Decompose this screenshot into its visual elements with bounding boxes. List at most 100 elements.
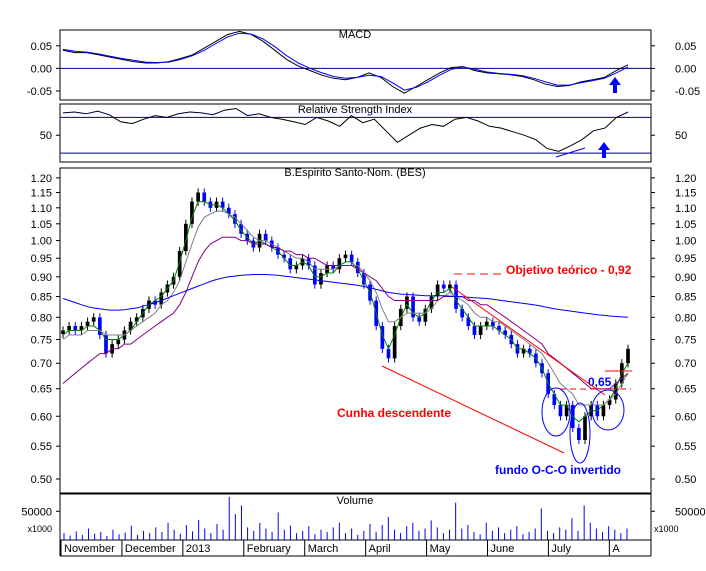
price-candle-body bbox=[429, 296, 434, 309]
price-tick-label-right: 0.95 bbox=[675, 253, 696, 265]
price-tick-label-left: 1.00 bbox=[31, 236, 52, 248]
price-candle-body bbox=[380, 326, 385, 349]
price-candle-body bbox=[613, 383, 618, 400]
price-panel-frame bbox=[59, 167, 652, 494]
price-candle-body bbox=[392, 326, 397, 359]
price-candle-body bbox=[448, 284, 452, 289]
price-candle-body bbox=[61, 330, 65, 334]
price-candle-body bbox=[417, 317, 422, 322]
price-tick-label-right: 0.90 bbox=[675, 272, 696, 284]
price-candle-body bbox=[478, 326, 483, 335]
right-shoulder-ellipse bbox=[591, 389, 625, 431]
price-candle-body bbox=[484, 321, 489, 327]
price-candle-body bbox=[263, 233, 268, 241]
price-tick-label-left: 1.10 bbox=[31, 203, 52, 215]
x-axis-month-label: February bbox=[247, 543, 292, 555]
price-tick-label-right: 1.15 bbox=[675, 188, 696, 200]
price-candle-body bbox=[220, 201, 225, 208]
wedge-lower-line bbox=[381, 365, 565, 454]
price-candle-body bbox=[196, 192, 200, 202]
rsi-up-arrow-icon bbox=[598, 142, 610, 158]
rsi-panel-frame bbox=[59, 103, 652, 163]
price-tick-label-right: 1.20 bbox=[675, 173, 696, 185]
rsi-line bbox=[62, 107, 629, 152]
price-tick-label-right: 0.80 bbox=[675, 312, 696, 324]
price-candle-body bbox=[607, 399, 612, 405]
price-candle-body bbox=[233, 214, 237, 224]
price-candle-body bbox=[159, 292, 164, 305]
x-axis-month-label: May bbox=[430, 543, 451, 555]
rsi-panel-title: Relative Strength Index bbox=[298, 104, 413, 116]
wedge-upper-line bbox=[451, 286, 606, 396]
price-tick-label-left: 0.50 bbox=[31, 474, 52, 486]
rsi-tick-label-right: 50 bbox=[675, 130, 687, 142]
price-candle-body bbox=[73, 326, 78, 331]
volume-multiplier-right: x1000 bbox=[654, 524, 679, 534]
price-candle-body bbox=[319, 273, 323, 285]
price-tick-label-left: 1.05 bbox=[31, 219, 52, 231]
price-candle-body bbox=[386, 348, 391, 359]
x-axis-month-label: 2013 bbox=[186, 543, 210, 555]
price-candle-body bbox=[337, 258, 342, 270]
macd-tick-label-left: 0.00 bbox=[31, 63, 52, 75]
x-axis-month-label: July bbox=[551, 543, 571, 555]
price-candle-body bbox=[79, 326, 84, 331]
price-tick-label-right: 1.05 bbox=[675, 219, 696, 231]
price-tick-label-left: 0.95 bbox=[31, 253, 52, 265]
price-candle-body bbox=[288, 258, 293, 270]
price-tick-label-right: 0.65 bbox=[675, 384, 696, 396]
vol-panel-frame bbox=[59, 493, 652, 541]
x-axis-month-label: June bbox=[490, 543, 514, 555]
price-tick-label-left: 0.55 bbox=[31, 441, 52, 453]
macd-tick-label-right: 0.00 bbox=[675, 63, 696, 75]
price-candle-body bbox=[558, 404, 563, 417]
price-candle-body bbox=[527, 348, 532, 354]
price-candle-body bbox=[564, 404, 569, 417]
price-candle-body bbox=[202, 192, 207, 202]
pattern-annotation: fundo O-C-O invertido bbox=[495, 463, 621, 477]
price-candle-body bbox=[423, 308, 428, 322]
head-ellipse bbox=[569, 402, 591, 464]
price-candle-body bbox=[583, 416, 587, 440]
price-candle-body bbox=[331, 265, 336, 270]
macd-panel-frame bbox=[59, 29, 652, 101]
price-candle-body bbox=[491, 321, 495, 327]
sma-short-line bbox=[62, 201, 629, 423]
macd-tick-label-left: 0.05 bbox=[31, 41, 52, 53]
rsi-divergence-line bbox=[555, 147, 586, 158]
price-candle-body bbox=[98, 317, 102, 335]
price-candle-body bbox=[497, 326, 501, 331]
x-axis-month-label: December bbox=[125, 543, 176, 555]
price-candle-body bbox=[411, 296, 415, 318]
price-candle-body bbox=[67, 326, 71, 331]
price-candle-body bbox=[441, 284, 446, 289]
sma-long-line bbox=[62, 236, 629, 390]
price-tick-label-right: 0.60 bbox=[675, 411, 696, 423]
price-tick-label-left: 0.65 bbox=[31, 384, 52, 396]
price-tick-label-left: 0.70 bbox=[31, 358, 52, 370]
price-tick-label-right: 0.85 bbox=[675, 291, 696, 303]
x-axis-month-label: A bbox=[612, 543, 620, 555]
price-candle-body bbox=[183, 223, 188, 252]
price-candle-body bbox=[91, 317, 96, 322]
macd-tick-label-right: -0.05 bbox=[675, 86, 700, 98]
price-candle-body bbox=[355, 261, 360, 274]
price-tick-label-left: 0.60 bbox=[31, 411, 52, 423]
price-candle-body bbox=[472, 326, 477, 335]
target-annotation: Objetivo teórico - 0,92 bbox=[506, 263, 632, 277]
price-tick-label-right: 0.50 bbox=[675, 474, 696, 486]
price-tick-label-left: 0.75 bbox=[31, 335, 52, 347]
price-tick-label-left: 1.15 bbox=[31, 188, 52, 200]
price-candle-body bbox=[85, 321, 90, 327]
price-candle-body bbox=[190, 201, 194, 224]
price-tick-label-left: 0.85 bbox=[31, 291, 52, 303]
price-tick-label-right: 1.10 bbox=[675, 203, 696, 215]
price-candle-body bbox=[503, 330, 508, 335]
price-candle-body bbox=[226, 207, 231, 215]
x-axis-month-label: November bbox=[64, 543, 115, 555]
price-candle-body bbox=[282, 254, 286, 259]
x-axis-month-label: April bbox=[369, 543, 391, 555]
macd-tick-label-right: 0.05 bbox=[675, 41, 696, 53]
volume-tick-label-right: 50000 bbox=[675, 506, 706, 518]
